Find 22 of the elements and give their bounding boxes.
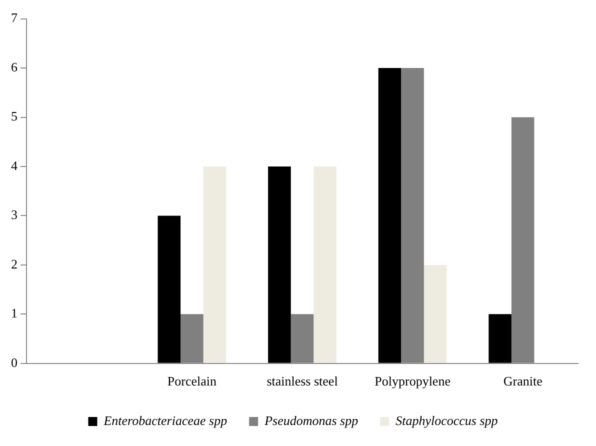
bar: [268, 166, 291, 363]
x-tick-label: stainless steel: [266, 374, 338, 389]
x-tick-label: Polypropylene: [374, 374, 451, 389]
bar: [378, 68, 402, 363]
bar: [203, 166, 226, 363]
bar: [158, 216, 181, 363]
legend-label: Pseudomonas spp: [264, 412, 359, 428]
y-tick-label: 7: [11, 10, 18, 26]
bar: [314, 166, 336, 363]
y-tick-label: 3: [11, 207, 18, 222]
y-tick-label: 1: [11, 306, 18, 321]
x-tick-label: Porcelain: [167, 374, 217, 389]
x-tick-label: Granite: [503, 374, 543, 389]
legend-label: Enterobacteriaceae spp: [102, 412, 228, 428]
y-tick-label: 6: [11, 59, 18, 74]
y-tick-label: 4: [11, 158, 18, 173]
y-tick-label: 0: [11, 354, 18, 370]
legend-label: Staphylococcus spp: [396, 412, 498, 428]
y-tick-label: 2: [11, 256, 18, 272]
bar: [488, 314, 512, 363]
y-tick-label: 5: [11, 108, 18, 124]
bar: [424, 264, 447, 363]
